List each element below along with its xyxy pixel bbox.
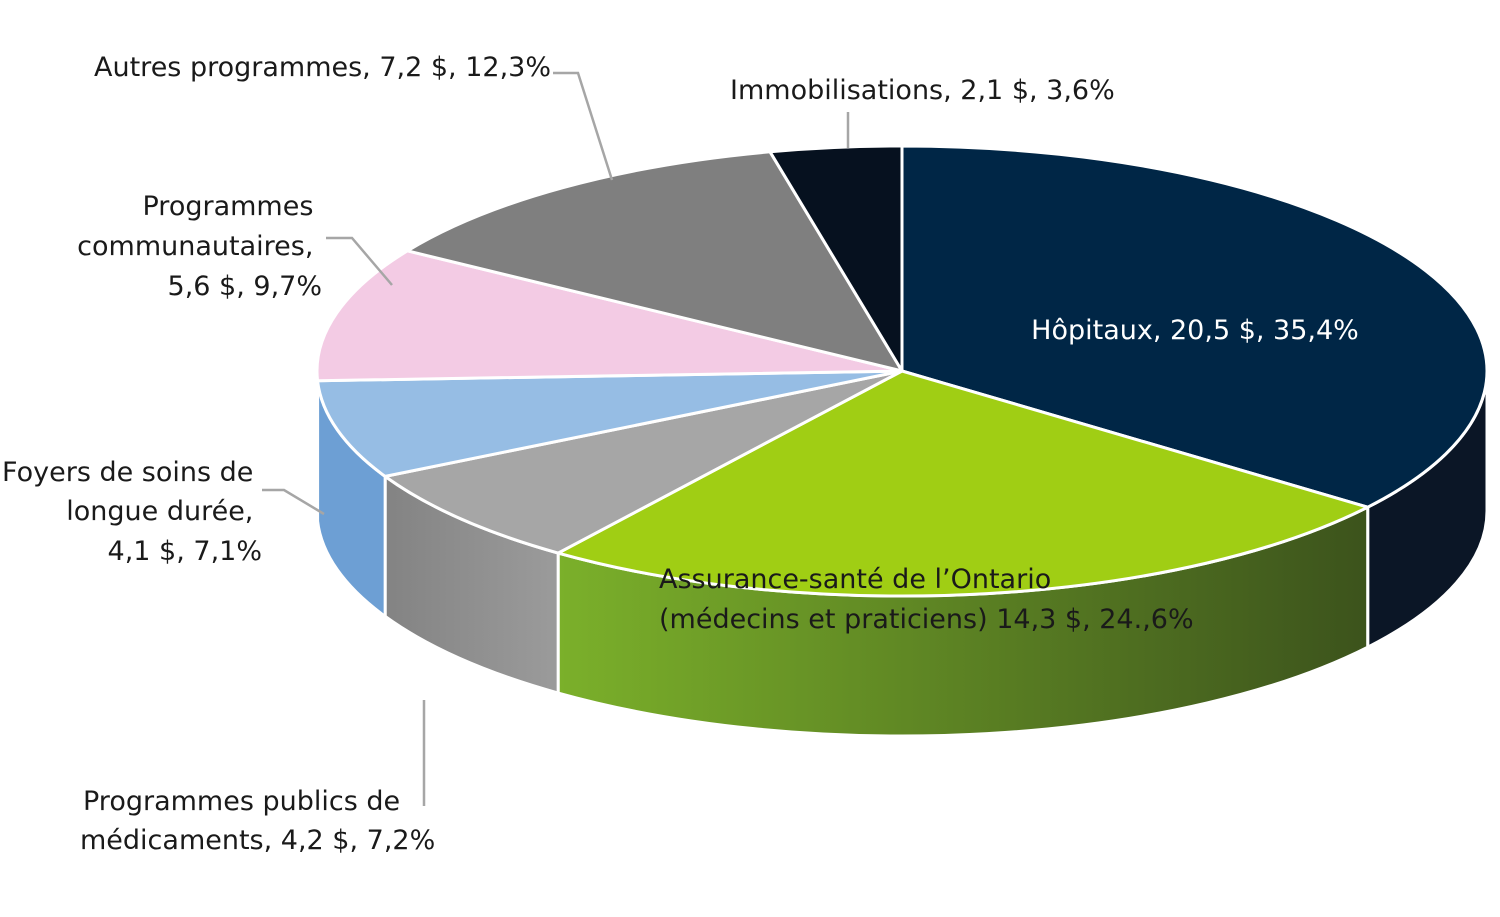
slice-label-assurance-sante: Assurance-santé de l’Ontario (médecins e… bbox=[659, 564, 1194, 635]
slice-label-programmes-communautaires: Programmes communautaires, 5,6 $, 9,7% bbox=[77, 191, 322, 302]
slice-top-5 bbox=[405, 150, 904, 373]
slice-side-4 bbox=[315, 369, 320, 523]
pie-top-layer bbox=[315, 144, 1489, 598]
slice-label-programmes-medicaments: Programmes publics de médicaments, 4,2 $… bbox=[80, 786, 435, 856]
slice-top-2 bbox=[383, 369, 904, 555]
slice-top-4 bbox=[315, 249, 904, 383]
leader-line-programmes-communautaires bbox=[326, 236, 393, 286]
slice-top-3 bbox=[316, 369, 904, 478]
leader-line-autres-programmes bbox=[553, 71, 614, 181]
pie-depth-layer bbox=[315, 369, 1489, 738]
slice-top-6 bbox=[768, 144, 904, 373]
slice-top-1 bbox=[556, 369, 1370, 598]
slice-label-autres-programmes: Autres programmes, 7,2 $, 12,3% bbox=[94, 52, 551, 83]
slice-label-immobilisations: Immobilisations, 2,1 $, 3,6% bbox=[730, 75, 1115, 106]
slice-top-0 bbox=[900, 144, 1489, 509]
slice-label-foyers-de-soins: Foyers de soins de longue durée, 4,1 $, … bbox=[2, 457, 262, 567]
leader-line-foyers-de-soins bbox=[262, 488, 325, 516]
slice-label-hopitaux: Hôpitaux, 20,5 $, 35,4% bbox=[1031, 315, 1359, 346]
